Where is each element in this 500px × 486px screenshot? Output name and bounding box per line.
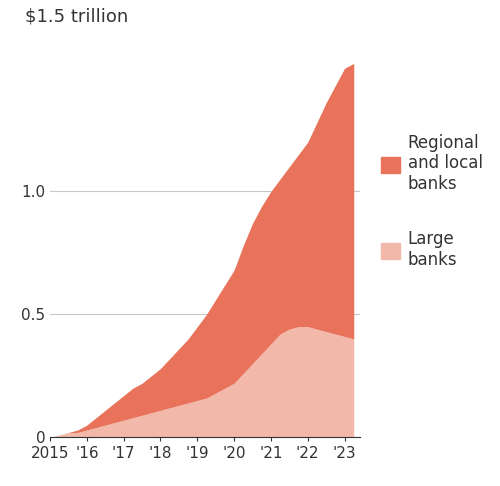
Text: $1.5 trillion: $1.5 trillion: [25, 7, 128, 25]
Legend: Regional
and local
banks, Large
banks: Regional and local banks, Large banks: [374, 127, 490, 275]
